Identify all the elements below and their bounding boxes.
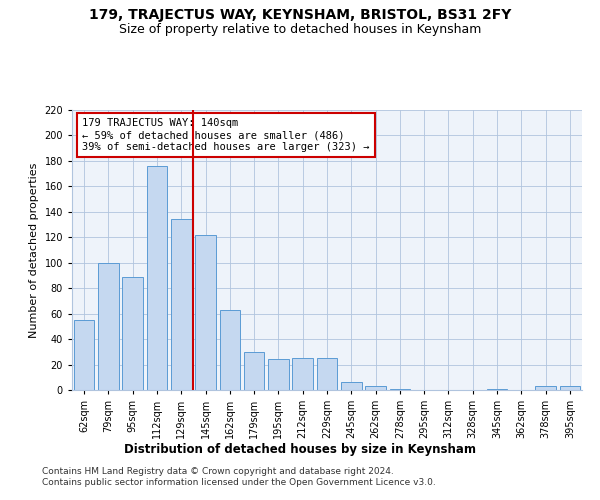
- Y-axis label: Number of detached properties: Number of detached properties: [29, 162, 39, 338]
- Bar: [122, 276, 143, 390]
- Text: Contains HM Land Registry data © Crown copyright and database right 2024.
Contai: Contains HM Land Registry data © Crown c…: [42, 468, 436, 487]
- Bar: [341, 382, 362, 390]
- Bar: [74, 320, 94, 390]
- Bar: [487, 388, 508, 390]
- Bar: [560, 386, 580, 390]
- Bar: [535, 386, 556, 390]
- Bar: [389, 388, 410, 390]
- Bar: [146, 166, 167, 390]
- Bar: [268, 360, 289, 390]
- Bar: [244, 352, 265, 390]
- Text: Size of property relative to detached houses in Keynsham: Size of property relative to detached ho…: [119, 22, 481, 36]
- Text: Distribution of detached houses by size in Keynsham: Distribution of detached houses by size …: [124, 442, 476, 456]
- Bar: [292, 358, 313, 390]
- Bar: [220, 310, 240, 390]
- Bar: [171, 220, 191, 390]
- Bar: [98, 262, 119, 390]
- Text: 179 TRAJECTUS WAY: 140sqm
← 59% of detached houses are smaller (486)
39% of semi: 179 TRAJECTUS WAY: 140sqm ← 59% of detac…: [82, 118, 370, 152]
- Bar: [317, 358, 337, 390]
- Text: 179, TRAJECTUS WAY, KEYNSHAM, BRISTOL, BS31 2FY: 179, TRAJECTUS WAY, KEYNSHAM, BRISTOL, B…: [89, 8, 511, 22]
- Bar: [195, 234, 216, 390]
- Bar: [365, 386, 386, 390]
